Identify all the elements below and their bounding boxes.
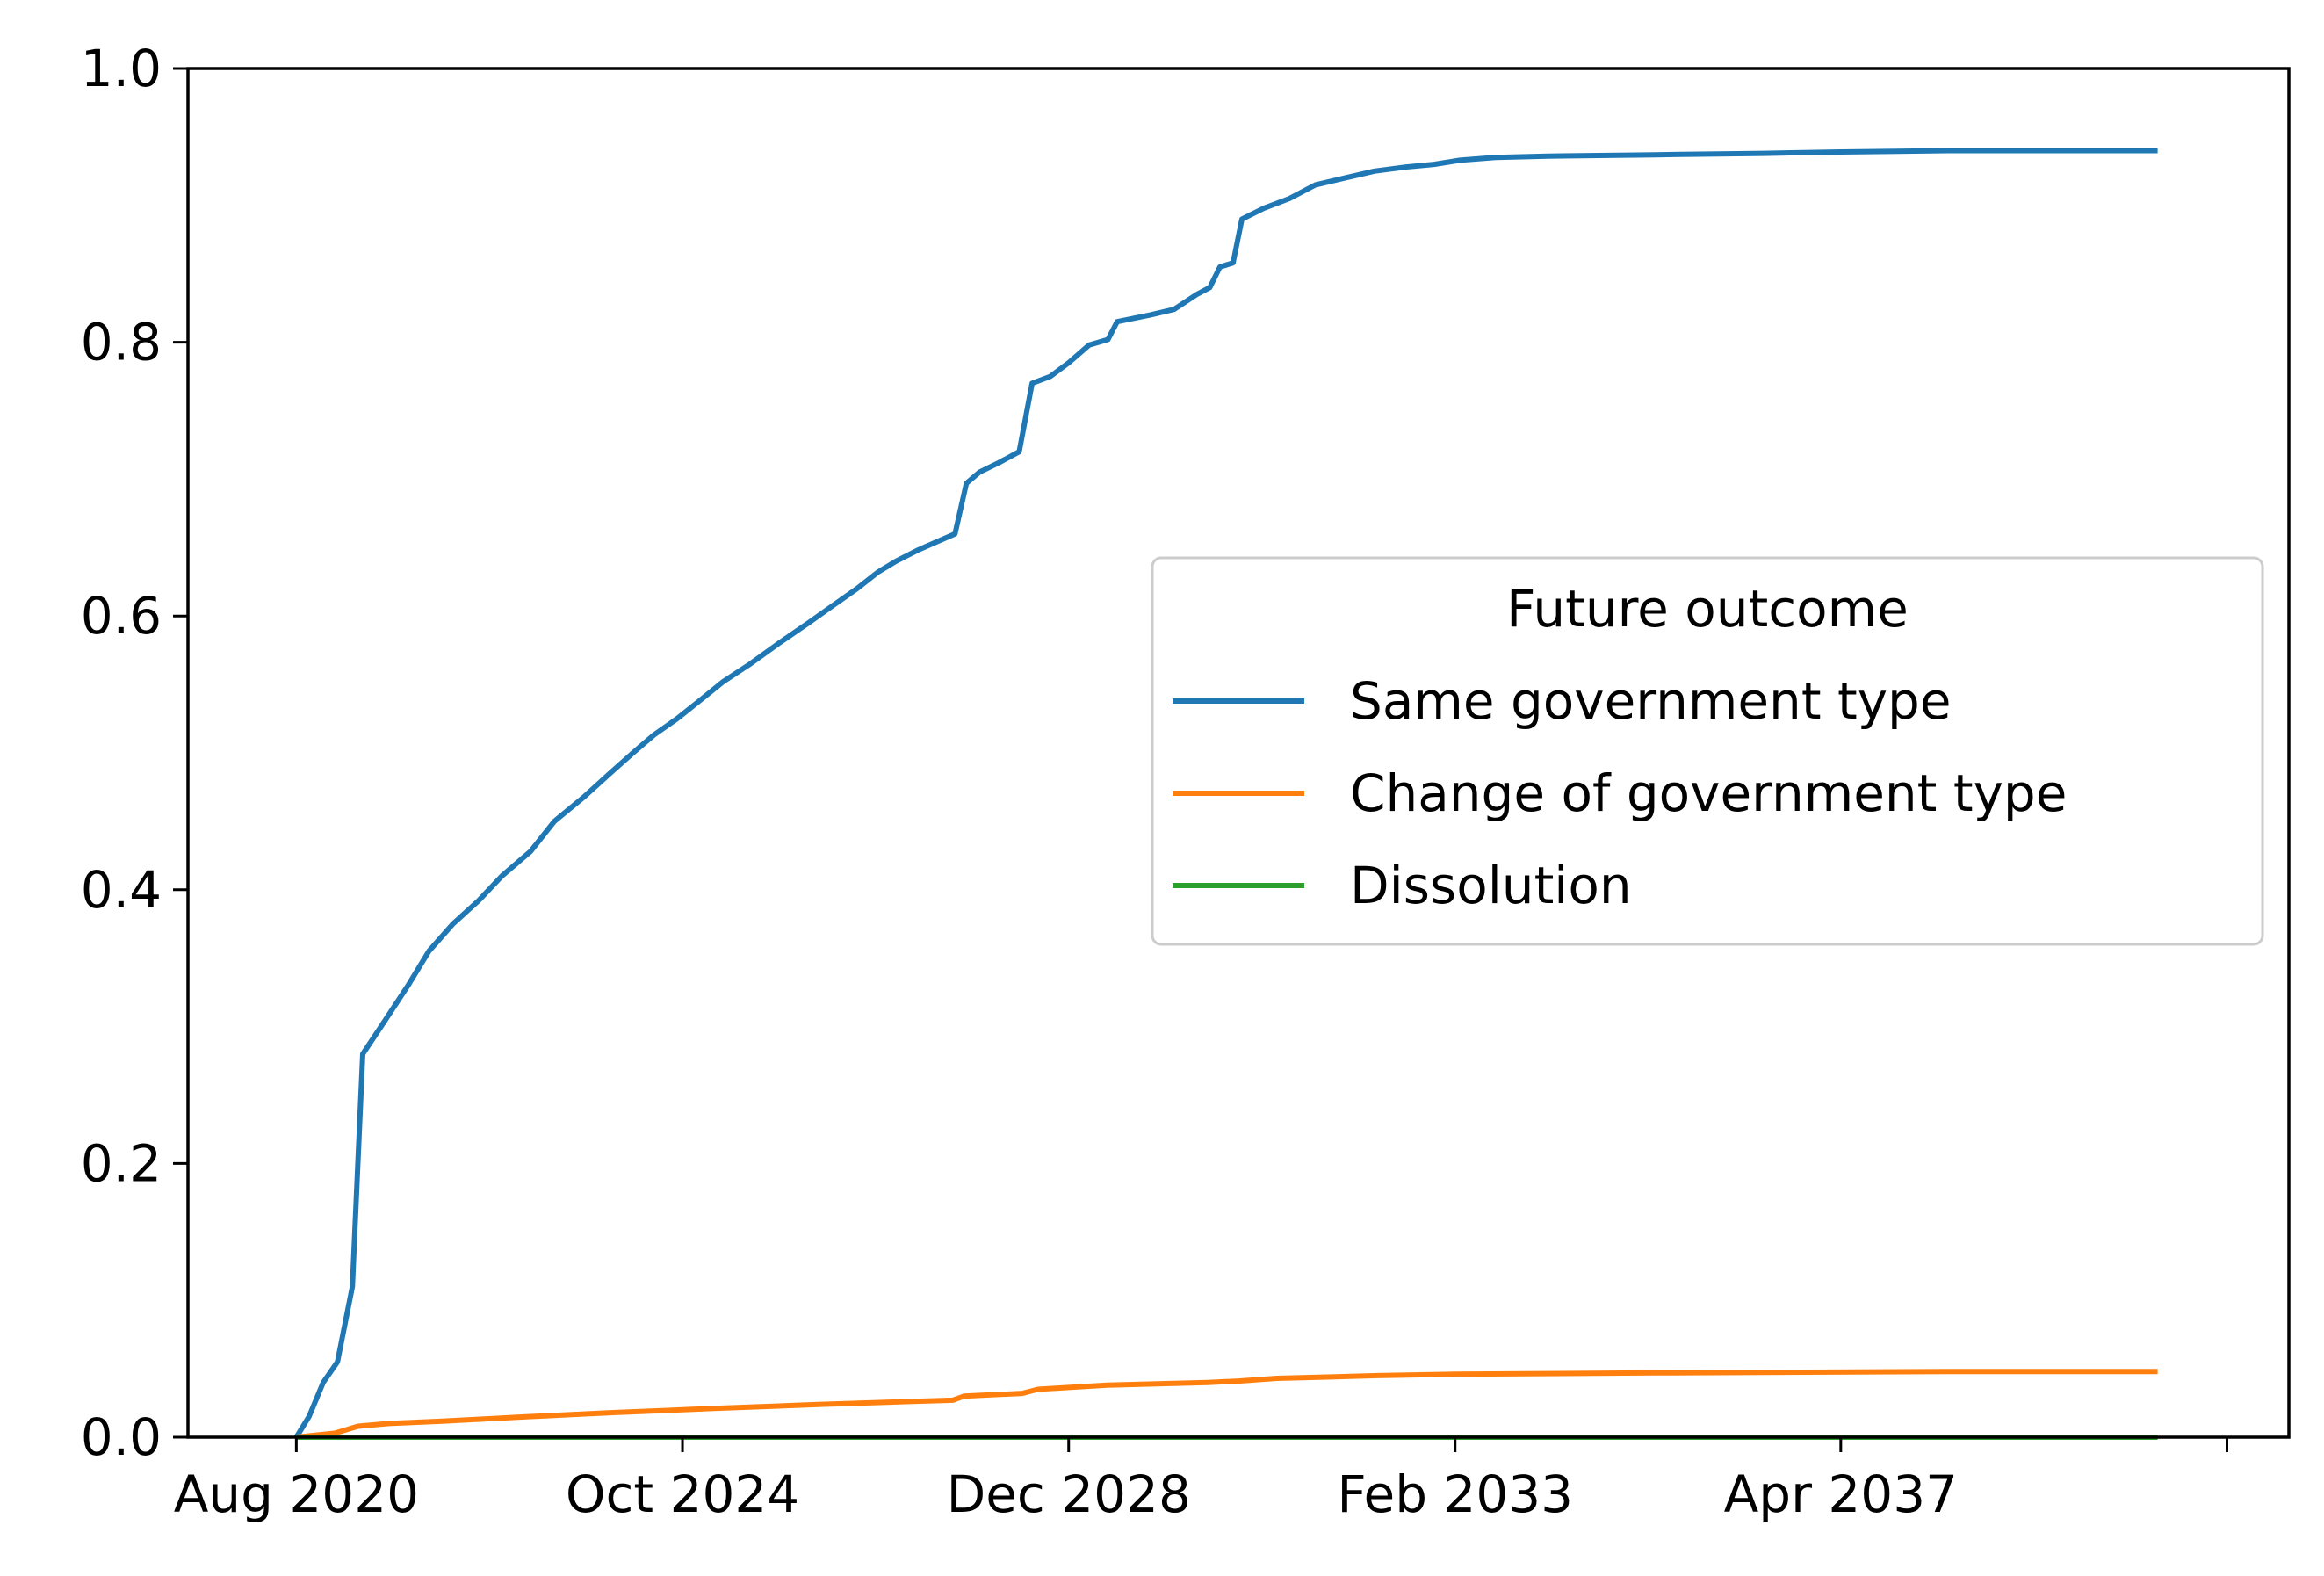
legend-title: Future outcome xyxy=(1506,579,1909,639)
series-line-2 xyxy=(296,1369,2158,1440)
y-tick-label-1: 0.0 xyxy=(81,1407,162,1467)
x-tick-label-2: Oct 2024 xyxy=(566,1464,799,1524)
y-axis: 0.0 0.2 0.4 0.6 0.8 1.0 xyxy=(81,39,188,1467)
legend-label-2: Change of government type xyxy=(1350,763,2067,823)
y-tick-label-4: 0.6 xyxy=(81,586,162,646)
y-tick-label-5: 0.8 xyxy=(81,313,162,372)
y-tick-label-6: 1.0 xyxy=(81,39,162,98)
x-axis: Aug 2020 Oct 2024 Dec 2028 Feb 2033 Apr 2037 xyxy=(174,1437,2229,1524)
y-tick-label-2: 0.2 xyxy=(81,1133,162,1193)
x-tick-label-1: Aug 2020 xyxy=(174,1464,419,1524)
legend-box xyxy=(1151,556,2264,946)
x-tick-label-4: Feb 2033 xyxy=(1337,1464,1573,1524)
x-tick-label-5: Apr 2037 xyxy=(1724,1464,1958,1524)
legend-entries: Same government type Change of government… xyxy=(1173,671,2067,915)
x-tick-label-3: Dec 2028 xyxy=(947,1464,1191,1524)
y-tick-label-3: 0.4 xyxy=(81,860,162,920)
legend-label-3: Dissolution xyxy=(1350,856,1632,915)
legend: Future outcome Same government type Chang… xyxy=(1151,556,2264,946)
legend-label-1: Same government type xyxy=(1350,671,1952,731)
series-line-1 xyxy=(293,148,2158,1439)
plot-frame xyxy=(186,67,2291,1439)
